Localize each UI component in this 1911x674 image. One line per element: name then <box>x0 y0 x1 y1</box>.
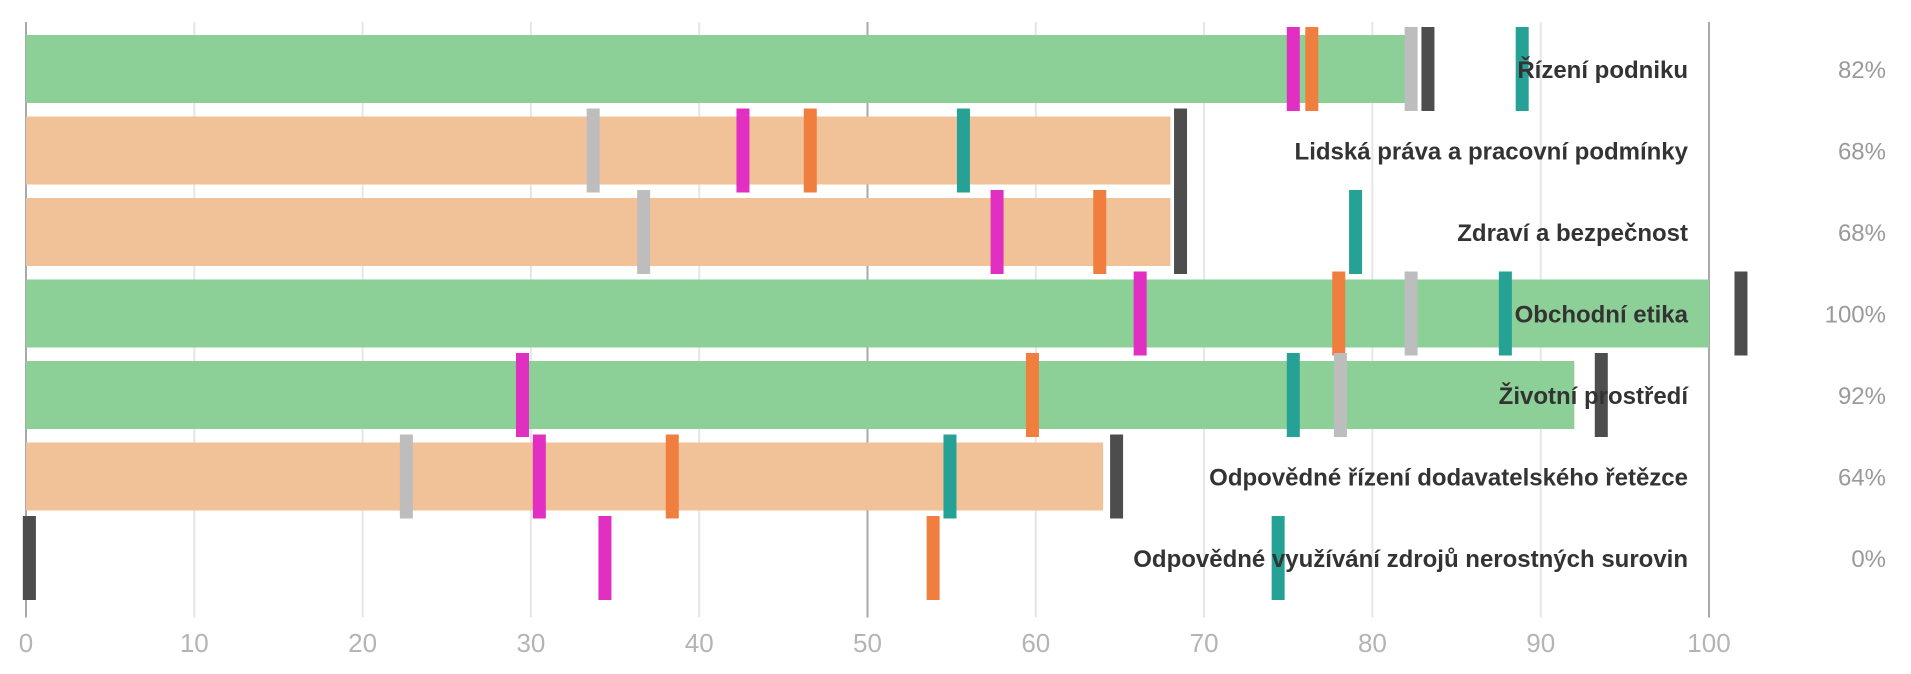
category-label-2: Zdraví a bezpečnost <box>1457 220 1688 247</box>
x-tick-label-0: 0 <box>19 628 33 658</box>
category-label-0: Řízení podniku <box>1517 56 1688 84</box>
marker-teal-5 <box>943 434 957 519</box>
value-label-5: 64% <box>1838 465 1886 492</box>
marker-orange-4 <box>1025 353 1039 437</box>
marker-grey-2 <box>637 190 651 274</box>
marker-dark-2 <box>1174 190 1188 274</box>
marker-magenta-0 <box>1286 27 1300 111</box>
bar-0 <box>26 35 1407 103</box>
marker-orange-0 <box>1305 27 1319 111</box>
marker-orange-1 <box>803 108 817 193</box>
category-label-3: Obchodní etika <box>1515 302 1689 329</box>
marker-dark-3 <box>1734 271 1748 356</box>
value-label-4: 92% <box>1838 383 1886 410</box>
marker-orange-6 <box>926 516 940 600</box>
marker-orange-2 <box>1093 190 1107 274</box>
x-tick-label-70: 70 <box>1190 628 1219 658</box>
marker-dark-5 <box>1110 434 1124 519</box>
value-label-2: 68% <box>1838 220 1886 247</box>
marker-magenta-4 <box>515 353 529 437</box>
x-tick-label-80: 80 <box>1358 628 1387 658</box>
marker-dark-4 <box>1594 353 1608 437</box>
bar-5 <box>26 442 1104 511</box>
category-labels: Řízení podniku Lidská práva a pracovní po… <box>1133 56 1689 573</box>
x-axis-ticks: 0 10 20 30 40 50 60 70 80 90 100 <box>19 628 1731 658</box>
marker-grey-3 <box>1404 271 1418 356</box>
bar-4 <box>26 361 1575 429</box>
x-tick-label-20: 20 <box>348 628 377 658</box>
value-label-3: 100% <box>1825 302 1886 329</box>
value-label-6: 0% <box>1851 546 1886 573</box>
marker-dark-1 <box>1174 108 1188 193</box>
x-tick-label-30: 30 <box>516 628 545 658</box>
bar-3 <box>26 279 1709 348</box>
bar-2 <box>26 198 1171 266</box>
value-labels: 82% 68% 68% 100% 92% 64% 0% <box>1825 57 1886 573</box>
marker-teal-4 <box>1286 353 1300 437</box>
marker-teal-2 <box>1349 190 1363 274</box>
value-label-0: 82% <box>1838 57 1886 84</box>
x-tick-label-50: 50 <box>853 628 882 658</box>
marker-grey-1 <box>586 108 600 193</box>
marker-magenta-1 <box>736 108 750 193</box>
x-tick-label-10: 10 <box>180 628 209 658</box>
marker-magenta-3 <box>1133 271 1147 356</box>
marker-grey-4 <box>1333 353 1347 437</box>
marker-grey-0 <box>1404 27 1418 111</box>
marker-teal-6 <box>1271 516 1285 600</box>
marker-teal-0 <box>1515 27 1529 111</box>
marker-teal-1 <box>956 108 970 193</box>
marker-magenta-2 <box>990 190 1004 274</box>
marker-magenta-6 <box>598 516 612 600</box>
x-tick-label-90: 90 <box>1526 628 1555 658</box>
marker-grey-5 <box>399 434 413 519</box>
category-label-1: Lidská práva a pracovní podmínky <box>1295 139 1689 166</box>
x-tick-label-40: 40 <box>685 628 714 658</box>
marker-orange-5 <box>665 434 679 519</box>
x-tick-label-60: 60 <box>1021 628 1050 658</box>
x-tick-label-100: 100 <box>1687 628 1730 658</box>
category-label-6: Odpovědné využívání zdrojů nerostných su… <box>1133 546 1688 573</box>
category-label-5: Odpovědné řízení dodavatelského řetězce <box>1209 465 1688 492</box>
marker-teal-3 <box>1498 271 1512 356</box>
marker-dark-6 <box>22 516 36 600</box>
value-label-1: 68% <box>1838 139 1886 166</box>
markers <box>22 27 1748 600</box>
marker-magenta-5 <box>532 434 546 519</box>
bars <box>26 35 1709 511</box>
category-label-4: Životní prostředí <box>1499 382 1690 410</box>
marker-orange-3 <box>1332 271 1346 356</box>
marker-dark-0 <box>1421 27 1435 111</box>
